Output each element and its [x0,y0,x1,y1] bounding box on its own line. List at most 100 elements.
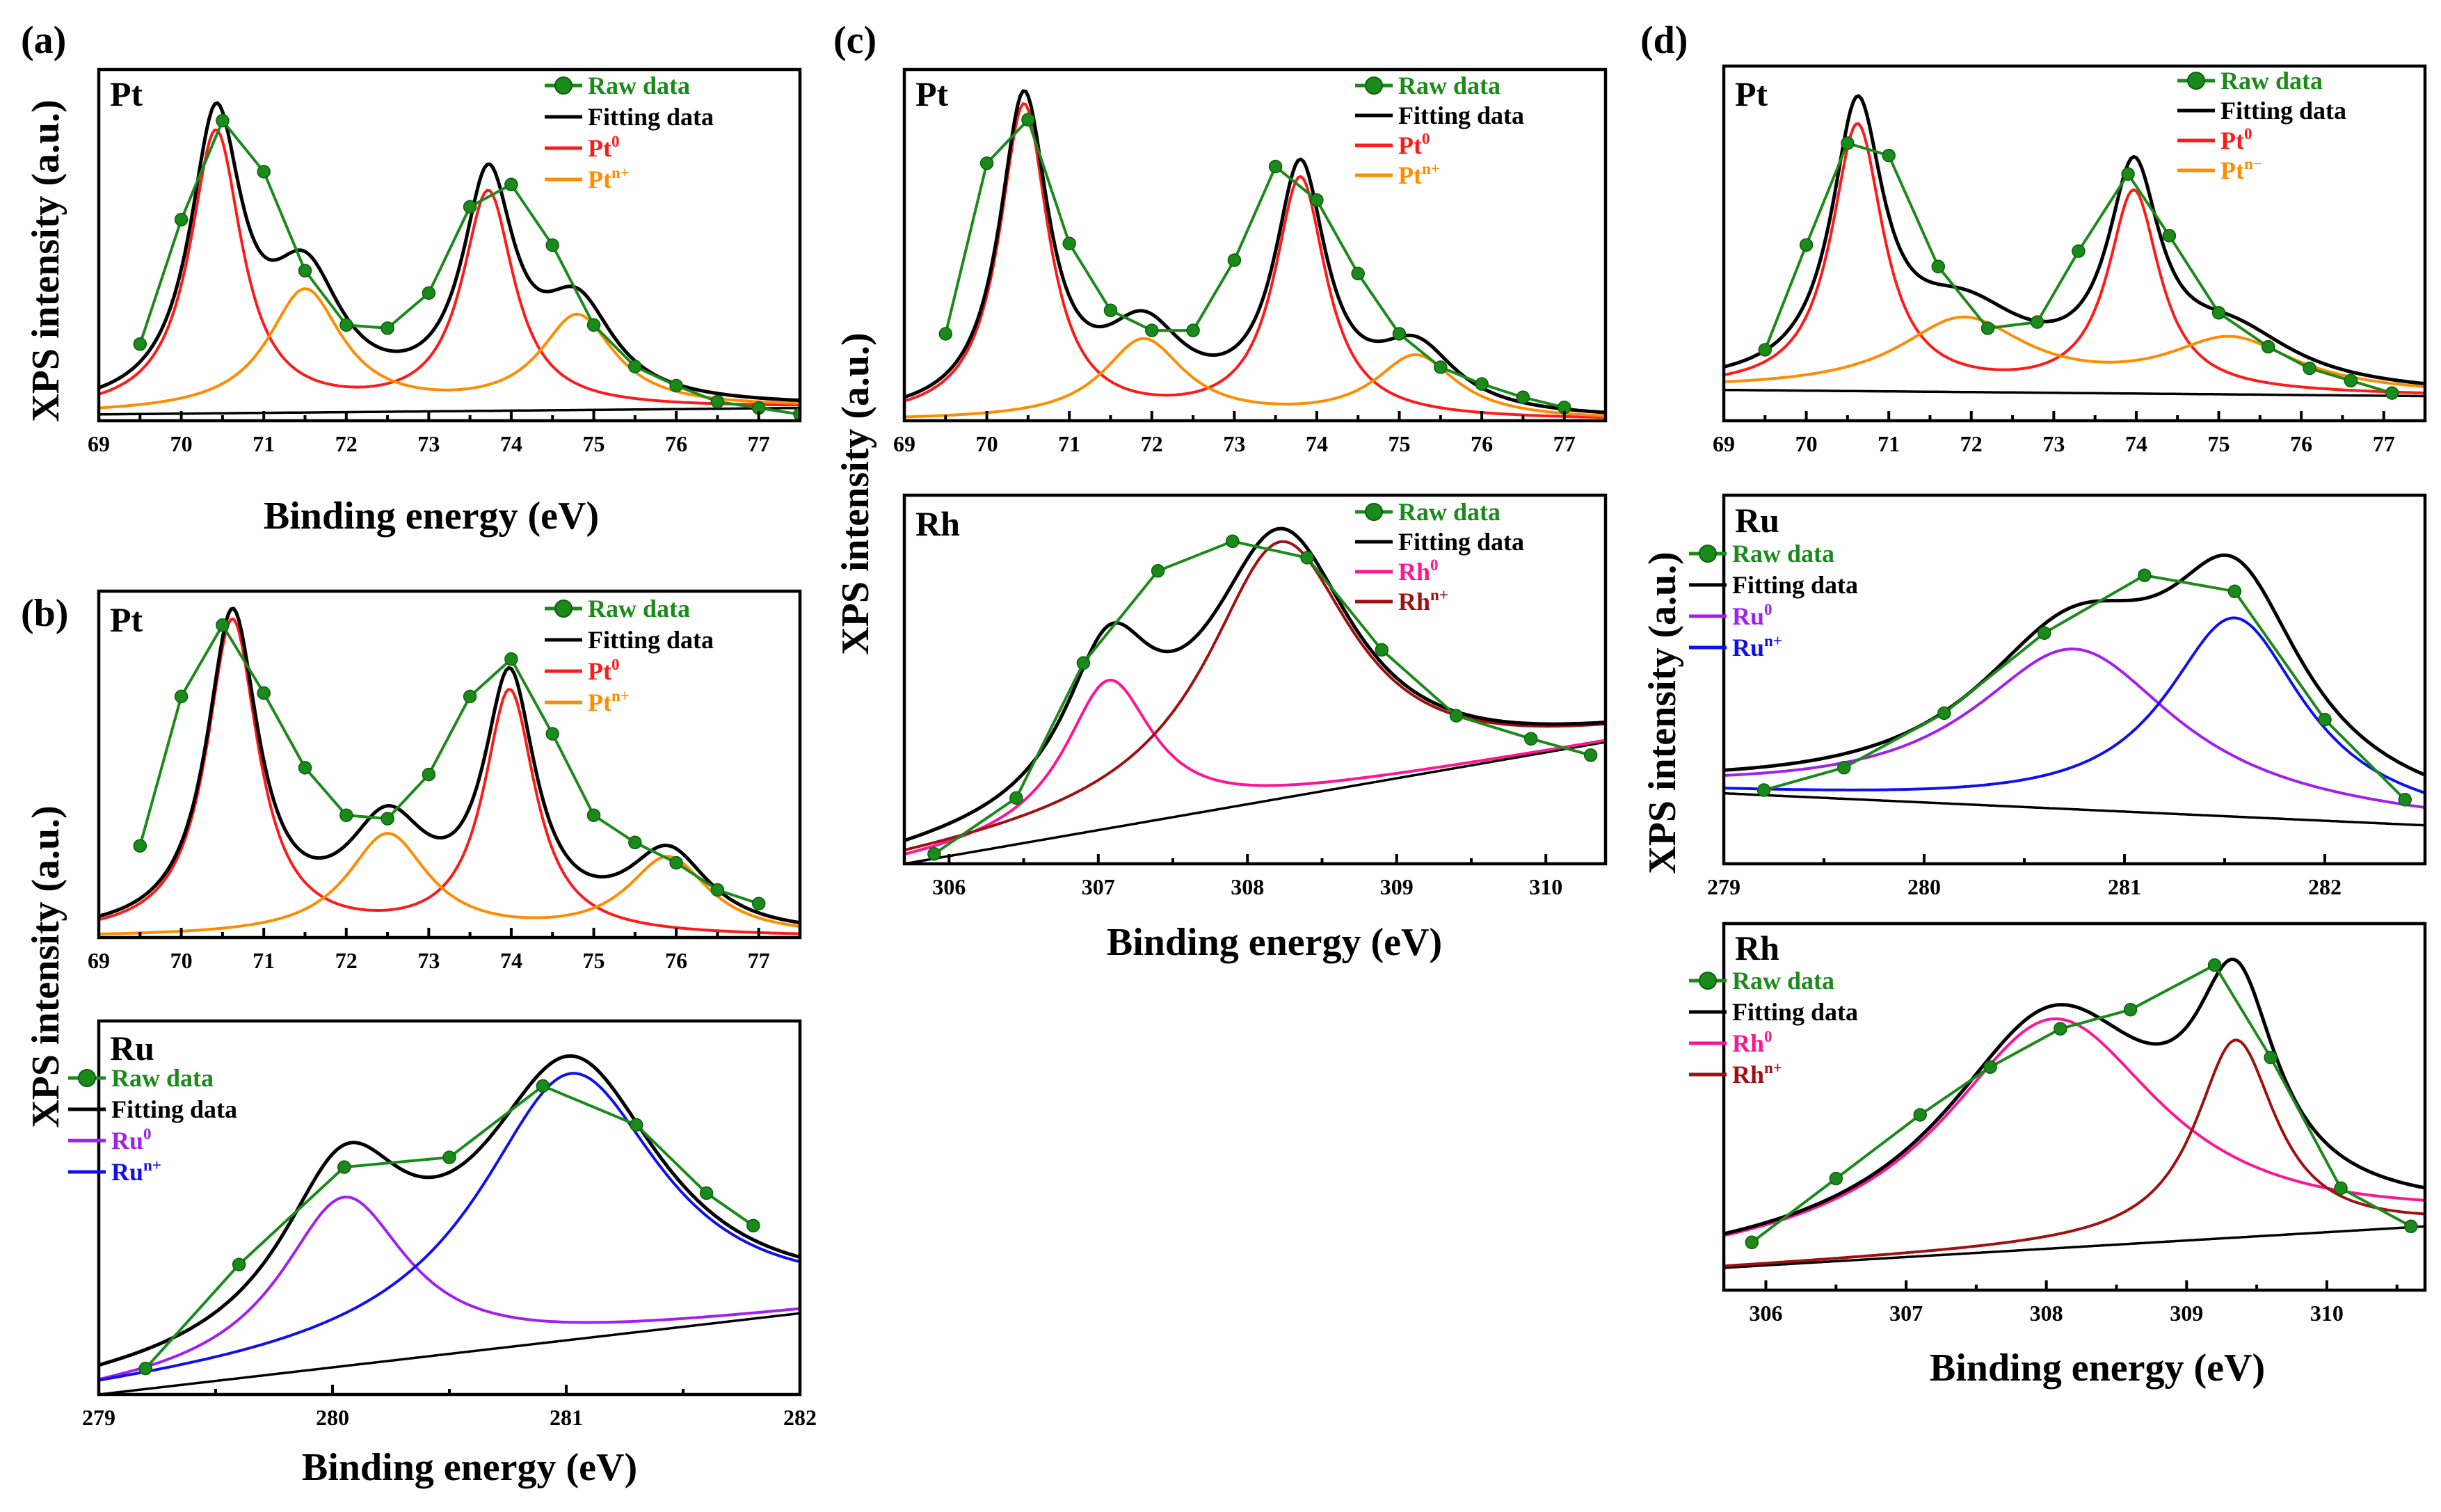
x-axis-title-c: Binding energy (eV) [1107,921,1442,964]
raw-data-point [133,337,147,351]
x-tick-label: 73 [2042,431,2065,456]
panel-tag-a: (a) [21,19,66,62]
plot-frame [97,67,802,423]
raw-data-point [586,318,601,332]
x-tick-label: 76 [665,948,687,973]
raw-data-point [2121,167,2135,181]
element-label: Rh [1735,928,1779,967]
x-tick-label: 71 [1058,431,1080,456]
fitting-line [99,606,800,925]
x-tick-label: 281 [550,1405,583,1430]
baseline-line [904,741,1606,864]
plot-frame [1722,64,2427,423]
raw-data-point [216,618,230,632]
chart-a_pt: 69 70 71 72 73 74 75 76 77 Pt Raw data Fitting data… [88,67,802,456]
curves-b_ru [99,1054,800,1394]
raw-data-point [1516,390,1530,405]
element-label: Pt [1735,74,1768,113]
raw-data-point [381,321,394,335]
x-tick-label: 279 [1707,874,1740,899]
panel-tag-c: (c) [833,19,877,62]
raw-data-point [1009,791,1023,805]
legend-raw-marker [554,77,573,95]
x-tick-label: 306 [1749,1301,1782,1326]
raw-data-point [536,1079,550,1093]
plot-frame [1722,922,2427,1292]
x-tick-label: 77 [748,948,770,973]
raw-data-point [1021,113,1035,127]
x-tick-label: 306 [932,874,966,899]
legend-fitting-data-text: Fitting data [1732,998,1858,1026]
x-tick-label: 77 [748,431,770,456]
raw-data-point [422,767,436,782]
x-tick-label: 75 [1388,431,1411,456]
x-tick-label: 73 [417,948,440,973]
curves-c_rh [904,526,1606,864]
legend-fitting-data-text: Fitting data [1398,528,1524,556]
baseline-line [1724,1225,2425,1269]
x-tick-label: 279 [82,1405,115,1430]
legend-fitting-data-text: Fitting data [2220,97,2346,124]
x-tick-label: 281 [2108,874,2141,899]
raw-data-point [1449,709,1464,723]
y-axis-title-a: XPS intensity (a.u.) [24,99,67,422]
raw-data-point [339,318,353,332]
plot-frame [902,67,1608,423]
raw-data-point [381,812,394,826]
raw-data-point [1745,1235,1759,1250]
element-label: Ru [110,1029,154,1068]
raw-data-line [944,118,1566,409]
legend-rhn-text: Rhn+ [1398,586,1448,616]
raw-data-point [339,808,353,822]
x-tick-label: 310 [2310,1301,2344,1326]
legend-run-text: Run+ [111,1157,161,1186]
raw-data-point [1829,1171,1843,1186]
raw-data-point [2261,339,2275,354]
raw-data-point [337,1160,351,1174]
raw-data-point [1913,1108,1927,1122]
x-tick-label: 75 [2208,431,2230,456]
raw-data-point [2123,1002,2138,1017]
panel-tag-b: (b) [21,592,68,635]
raw-data-point [1841,136,1855,150]
legend-rhn-text: Rhn+ [1732,1059,1782,1088]
raw-data-line [1750,963,2412,1244]
x-tick-label: 282 [783,1405,817,1430]
raw-data-point [1103,303,1118,318]
raw-data-point [1151,564,1165,578]
raw-data-point [463,200,477,214]
raw-data-point [2334,1181,2348,1196]
x-tick-label: 73 [417,431,440,456]
rhn-component-line [1724,1038,2425,1268]
chart-b_pt: 69 70 71 72 73 74 75 76 77 Pt Raw data Fitting data… [88,589,802,973]
legend-raw-data-text: Raw data [1398,498,1500,526]
legend-raw-data-text: Raw data [2220,67,2323,95]
raw-data-point [257,165,271,179]
raw-data-point [2398,793,2412,807]
legend-raw-data-text: Raw data [111,1064,214,1092]
raw-data-point [1300,551,1314,565]
raw-data-point [2318,712,2332,727]
run-component-line [99,1072,800,1382]
x-tick-label: 282 [2308,874,2342,899]
x-tick-label: 69 [893,431,915,456]
fitting-line [1724,957,2425,1236]
raw-data-point [257,686,271,700]
x-tick-label: 307 [1082,874,1115,899]
raw-data-point [2385,386,2399,400]
baseline-line [99,1312,800,1394]
raw-data-point [174,689,189,704]
x-tick-label: 69 [88,431,110,456]
rhn-component-line [904,540,1606,852]
x-tick-label: 309 [1380,874,1414,899]
raw-data-line [932,540,1592,855]
pt0-component-line [99,618,800,935]
legend-fitting-data-text: Fitting data [1398,102,1524,129]
curves-c_pt [904,89,1606,421]
plot-frame [97,589,802,940]
